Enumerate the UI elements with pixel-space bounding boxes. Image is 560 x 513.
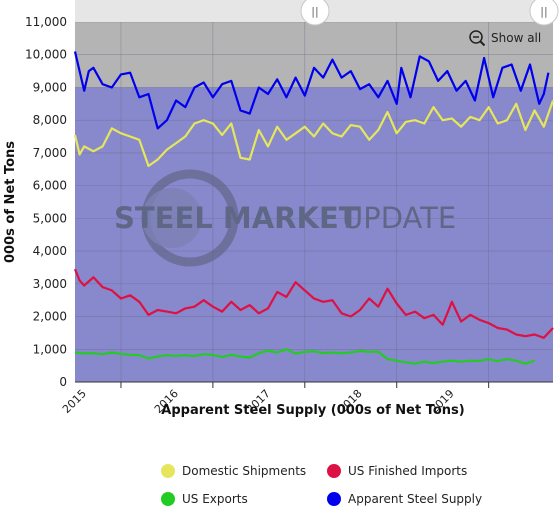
y-tick-label: 2,000 xyxy=(33,310,67,324)
watermark-text-light: UPDATE xyxy=(342,201,456,235)
y-tick-label: 11,000 xyxy=(25,15,67,29)
navigator-right-handle[interactable]: || xyxy=(529,0,559,26)
series-line-apparent-steel-supply xyxy=(73,51,550,130)
show-all-button[interactable]: Show all xyxy=(469,30,541,47)
x-axis-title: Apparent Steel Supply (000s of Net Tons) xyxy=(161,403,464,418)
legend-marker xyxy=(161,492,175,506)
legend-label: Apparent Steel Supply xyxy=(348,492,482,506)
show-all-label: Show all xyxy=(491,31,541,45)
x-tick-label: 2015 xyxy=(60,387,89,416)
series-line-us-finished-imports xyxy=(73,268,554,339)
series-line-us-exports xyxy=(74,348,535,365)
navigator-right-handle-grip: || xyxy=(540,5,547,18)
y-tick-label: 8,000 xyxy=(33,113,67,127)
y-axis-title: 000s of Net Tons xyxy=(3,141,18,263)
navigator-left-handle[interactable]: || xyxy=(300,0,330,26)
chart-legend: Domestic Shipments US Finished Imports US … xyxy=(161,464,482,506)
legend-label: US Finished Imports xyxy=(348,464,467,478)
watermark-logo-inner xyxy=(142,188,202,248)
y-tick-label: 9,000 xyxy=(33,80,67,94)
y-tick-label: 5,000 xyxy=(33,211,67,225)
legend-label: Domestic Shipments xyxy=(182,464,306,478)
y-tick-label: 1,000 xyxy=(33,342,67,356)
legend-item-us-finished-imports[interactable]: US Finished Imports xyxy=(327,464,467,478)
legend-item-domestic-shipments[interactable]: Domestic Shipments xyxy=(161,464,306,478)
legend-marker xyxy=(327,464,341,478)
watermark-text-bold: STEEL MARKET xyxy=(114,201,359,235)
legend-item-us-exports[interactable]: US Exports xyxy=(161,492,248,506)
y-tick-label: 6,000 xyxy=(33,179,67,193)
steel-market-update-watermark: STEEL MARKET UPDATE xyxy=(114,169,456,267)
y-tick-label: 4,000 xyxy=(33,244,67,258)
navigator-left-handle-grip: || xyxy=(311,5,318,18)
series-line-domestic-shipments xyxy=(73,100,555,168)
series-lines xyxy=(73,51,555,365)
legend-item-apparent-steel-supply[interactable]: Apparent Steel Supply xyxy=(327,492,482,506)
y-axis-ticks: 0 1,000 2,000 3,000 4,000 5,000 6,000 7,000 8,00… xyxy=(25,15,67,389)
y-tick-label: 10,000 xyxy=(25,48,67,62)
y-tick-label: 0 xyxy=(59,375,67,389)
y-tick-label: 7,000 xyxy=(33,146,67,160)
y-tick-label: 3,000 xyxy=(33,277,67,291)
zoom-out-icon xyxy=(469,30,486,47)
legend-marker xyxy=(161,464,175,478)
legend-label: US Exports xyxy=(182,492,248,506)
legend-marker xyxy=(327,492,341,506)
